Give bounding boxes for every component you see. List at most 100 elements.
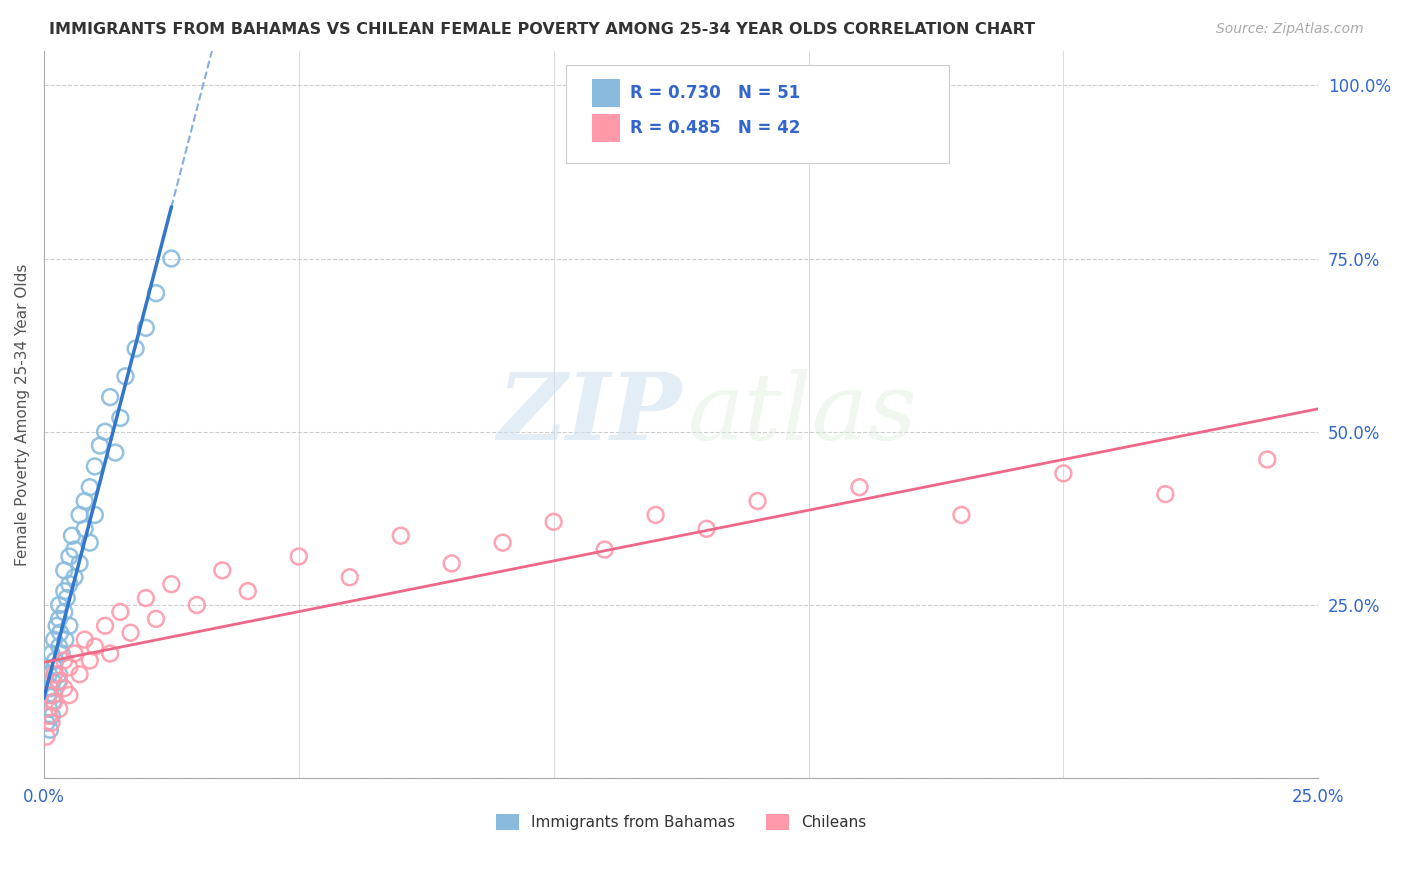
Point <box>94 425 117 439</box>
Text: IMMIGRANTS FROM BAHAMAS VS CHILEAN FEMALE POVERTY AMONG 25-34 YEAR OLDS CORRELAT: IMMIGRANTS FROM BAHAMAS VS CHILEAN FEMAL… <box>49 22 1035 37</box>
Point <box>53 632 76 647</box>
Point <box>45 619 67 633</box>
Point <box>186 598 208 612</box>
Point <box>114 369 136 384</box>
Point <box>69 508 91 522</box>
Point <box>79 480 101 494</box>
Point <box>135 321 157 335</box>
Point <box>124 342 146 356</box>
Point <box>145 612 167 626</box>
Point <box>56 591 79 605</box>
Point <box>160 577 183 591</box>
Point <box>110 411 132 425</box>
Point <box>644 508 666 522</box>
Point <box>145 286 167 301</box>
Point <box>848 480 870 494</box>
Point <box>48 667 70 681</box>
Point <box>42 632 65 647</box>
Point <box>41 709 63 723</box>
Point <box>42 660 65 674</box>
Point <box>389 529 412 543</box>
Text: Source: ZipAtlas.com: Source: ZipAtlas.com <box>1216 22 1364 37</box>
FancyBboxPatch shape <box>592 114 620 142</box>
Point <box>950 508 973 522</box>
Point <box>53 681 76 695</box>
Point <box>543 515 565 529</box>
FancyBboxPatch shape <box>592 79 620 107</box>
Text: R = 0.730   N = 51: R = 0.730 N = 51 <box>630 84 800 102</box>
Point <box>58 549 80 564</box>
Point <box>35 730 58 744</box>
Point <box>46 674 69 689</box>
Point <box>287 549 309 564</box>
Point <box>69 667 91 681</box>
Point <box>98 647 121 661</box>
Point <box>79 653 101 667</box>
Point <box>42 695 65 709</box>
Point <box>48 674 70 689</box>
Point <box>48 612 70 626</box>
Point <box>63 647 86 661</box>
Y-axis label: Female Poverty Among 25-34 Year Olds: Female Poverty Among 25-34 Year Olds <box>15 263 30 566</box>
Point <box>1052 467 1074 481</box>
Point <box>39 681 62 695</box>
Point <box>73 522 96 536</box>
Point <box>1256 452 1278 467</box>
FancyBboxPatch shape <box>567 65 949 163</box>
Point <box>94 619 117 633</box>
Point <box>593 542 616 557</box>
Point <box>35 715 58 730</box>
Point <box>79 535 101 549</box>
Point <box>38 709 60 723</box>
Point <box>83 508 105 522</box>
Point <box>60 529 83 543</box>
Point <box>39 723 62 737</box>
Point <box>38 667 60 681</box>
Legend: Immigrants from Bahamas, Chileans: Immigrants from Bahamas, Chileans <box>489 808 872 836</box>
Point <box>83 459 105 474</box>
Point <box>696 522 718 536</box>
Point <box>38 688 60 702</box>
Point <box>104 445 127 459</box>
Point <box>48 598 70 612</box>
Point <box>42 688 65 702</box>
Point <box>339 570 361 584</box>
Point <box>51 647 73 661</box>
Point <box>73 494 96 508</box>
Point <box>42 667 65 681</box>
Point <box>53 653 76 667</box>
Text: atlas: atlas <box>688 369 917 459</box>
Point <box>747 494 769 508</box>
Point <box>53 605 76 619</box>
Point <box>58 688 80 702</box>
Point <box>49 625 72 640</box>
Point <box>44 653 66 667</box>
Point <box>63 542 86 557</box>
Point <box>58 660 80 674</box>
Point <box>48 640 70 654</box>
Point <box>110 605 132 619</box>
Point <box>211 563 233 577</box>
Point <box>48 702 70 716</box>
Text: ZIP: ZIP <box>496 369 681 459</box>
Point <box>73 632 96 647</box>
Point <box>63 570 86 584</box>
Point <box>1154 487 1177 501</box>
Point <box>41 715 63 730</box>
Point <box>89 439 111 453</box>
Text: R = 0.485   N = 42: R = 0.485 N = 42 <box>630 119 800 136</box>
Point <box>160 252 183 266</box>
Point <box>236 584 259 599</box>
Point <box>58 577 80 591</box>
Point <box>53 584 76 599</box>
Point <box>440 557 463 571</box>
Point <box>42 695 65 709</box>
Point <box>58 619 80 633</box>
Point <box>53 563 76 577</box>
Point <box>69 557 91 571</box>
Point <box>41 674 63 689</box>
Point <box>98 390 121 404</box>
Point <box>492 535 515 549</box>
Point <box>135 591 157 605</box>
Point <box>37 688 59 702</box>
